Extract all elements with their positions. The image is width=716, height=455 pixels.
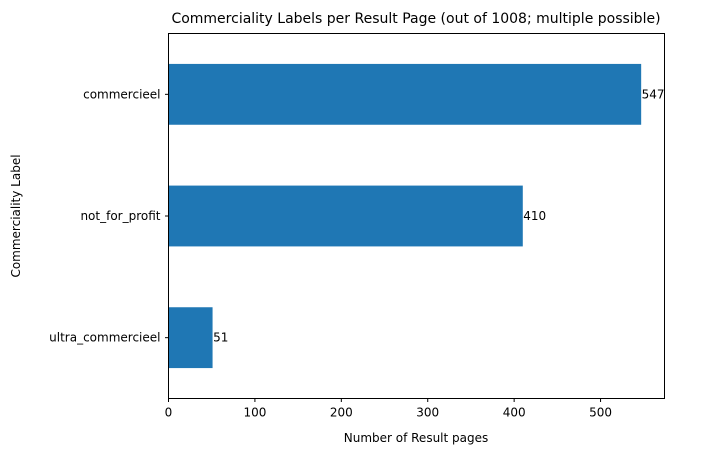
y-axis-label: Commerciality Label	[9, 154, 23, 277]
y-tick-label-not_for_profit: not_for_profit	[80, 209, 160, 223]
bars-group	[168, 63, 642, 369]
x-tick-label: 100	[243, 406, 266, 420]
x-tick-label: 400	[503, 406, 526, 420]
data-label-not_for_profit: 410	[523, 209, 546, 223]
x-tick-label: 200	[330, 406, 353, 420]
y-tick-label-commercieel: commercieel	[83, 87, 160, 101]
data-label-commercieel: 547	[642, 87, 665, 101]
x-tick-label: 300	[416, 406, 439, 420]
x-tick-label: 500	[589, 406, 612, 420]
y-tick-label-ultra_commercieel: ultra_commercieel	[49, 331, 160, 345]
chart-title: Commerciality Labels per Result Page (ou…	[171, 11, 660, 27]
x-tick-label: 0	[165, 406, 173, 420]
bar-commercieel	[168, 63, 642, 125]
bar-ultra_commercieel	[168, 307, 213, 369]
data-label-ultra_commercieel: 51	[213, 331, 228, 345]
data-labels-group: 547 410 51	[213, 87, 665, 344]
bar-not_for_profit	[168, 185, 523, 247]
y-axis-ticks: commercieel not_for_profit ultra_commercie…	[49, 87, 169, 345]
x-axis-label: Number of Result pages	[344, 431, 489, 445]
x-axis-ticks: 0 100 200 300 400 500	[165, 398, 612, 420]
